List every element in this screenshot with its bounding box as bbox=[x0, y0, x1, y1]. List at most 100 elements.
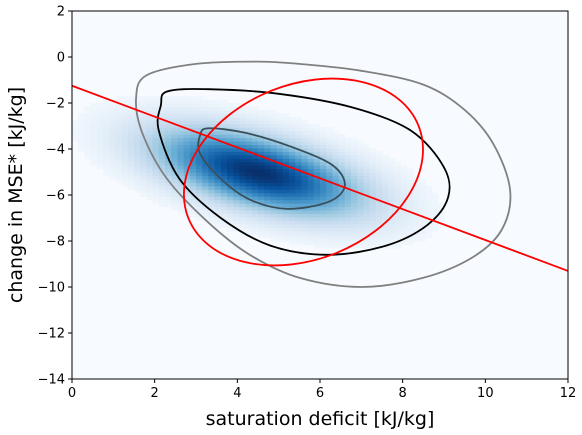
density-cell bbox=[276, 147, 284, 152]
density-cell bbox=[320, 161, 327, 166]
density-cell bbox=[177, 196, 185, 201]
density-cell bbox=[233, 175, 240, 180]
density-cell bbox=[289, 230, 296, 235]
density-cell bbox=[394, 213, 402, 218]
density-cell bbox=[344, 144, 352, 149]
density-cell bbox=[134, 103, 141, 108]
density-cell bbox=[158, 189, 166, 194]
density-cell bbox=[214, 185, 222, 190]
density-cell bbox=[84, 120, 92, 125]
density-cell bbox=[245, 130, 253, 135]
density-cell bbox=[382, 168, 389, 173]
density-cell bbox=[282, 192, 290, 197]
density-cell bbox=[196, 103, 203, 108]
density-cell bbox=[96, 151, 104, 156]
density-cell bbox=[233, 216, 240, 221]
density-cell bbox=[326, 182, 333, 187]
density-cell bbox=[196, 168, 203, 173]
density-cell bbox=[270, 209, 278, 214]
density-cell bbox=[96, 154, 104, 159]
density-cell bbox=[208, 106, 216, 111]
density-cell bbox=[251, 113, 259, 118]
density-cell bbox=[78, 127, 85, 132]
density-cell bbox=[301, 151, 309, 156]
density-cell bbox=[214, 216, 222, 221]
density-cell bbox=[270, 161, 278, 166]
density-cell bbox=[276, 220, 284, 225]
density-cell bbox=[313, 147, 321, 152]
regression-line bbox=[72, 84, 568, 272]
density-cell bbox=[264, 189, 271, 194]
density-cell bbox=[388, 227, 395, 232]
density-cell bbox=[103, 168, 110, 173]
density-cell bbox=[171, 130, 178, 135]
density-cell bbox=[115, 147, 123, 152]
density-cell bbox=[375, 178, 383, 183]
density-cell bbox=[363, 209, 371, 214]
density-cell bbox=[245, 147, 253, 152]
density-cell bbox=[109, 123, 116, 128]
density-cell bbox=[227, 161, 234, 166]
density-cell bbox=[165, 175, 172, 180]
density-cell bbox=[369, 241, 377, 246]
density-cell bbox=[183, 144, 191, 149]
density-cell bbox=[115, 96, 123, 101]
density-cell bbox=[406, 227, 414, 232]
density-cell bbox=[307, 234, 315, 239]
density-cell bbox=[152, 106, 160, 111]
density-cell bbox=[245, 123, 253, 128]
density-cell bbox=[258, 220, 265, 225]
density-cell bbox=[344, 172, 352, 177]
density-cell bbox=[394, 209, 402, 214]
density-cell bbox=[394, 196, 402, 201]
density-cell bbox=[375, 154, 383, 159]
density-cell bbox=[375, 223, 383, 228]
density-cell bbox=[425, 185, 433, 190]
density-cell bbox=[382, 189, 389, 194]
density-cell bbox=[332, 244, 340, 249]
density-cell bbox=[382, 203, 389, 208]
density-cell bbox=[233, 116, 240, 121]
density-cell bbox=[239, 216, 247, 221]
density-cell bbox=[406, 175, 414, 180]
density-cell bbox=[90, 161, 98, 166]
density-cell bbox=[177, 109, 185, 114]
density-cell bbox=[251, 144, 259, 149]
density-cell bbox=[233, 165, 240, 170]
density-cell bbox=[295, 123, 302, 128]
density-cell bbox=[239, 213, 247, 218]
density-cell bbox=[239, 144, 247, 149]
density-cell bbox=[258, 168, 265, 173]
density-cell bbox=[96, 127, 104, 132]
density-cell bbox=[270, 134, 278, 139]
density-cell bbox=[177, 182, 185, 187]
density-cell bbox=[127, 161, 135, 166]
density-cell bbox=[400, 175, 408, 180]
density-cell bbox=[270, 144, 278, 149]
density-cell bbox=[295, 182, 302, 187]
density-cell bbox=[307, 189, 315, 194]
density-cell bbox=[338, 220, 346, 225]
density-cell bbox=[220, 103, 228, 108]
density-cell bbox=[351, 203, 358, 208]
density-cell bbox=[313, 165, 321, 170]
density-cell bbox=[208, 134, 216, 139]
density-cell bbox=[338, 244, 346, 249]
density-cell bbox=[121, 182, 129, 187]
density-cell bbox=[270, 220, 278, 225]
density-cell bbox=[357, 209, 364, 214]
density-cell bbox=[127, 182, 135, 187]
density-cell bbox=[140, 96, 147, 101]
density-cell bbox=[375, 168, 383, 173]
density-cell bbox=[313, 237, 321, 242]
density-cell bbox=[171, 165, 178, 170]
density-cell bbox=[270, 227, 278, 232]
density-cell bbox=[289, 140, 296, 145]
density-cell bbox=[276, 209, 284, 214]
density-cell bbox=[313, 182, 321, 187]
density-cell bbox=[233, 182, 240, 187]
density-cell bbox=[301, 134, 309, 139]
density-cell bbox=[158, 144, 166, 149]
density-cell bbox=[208, 113, 216, 118]
density-cell bbox=[189, 199, 197, 204]
